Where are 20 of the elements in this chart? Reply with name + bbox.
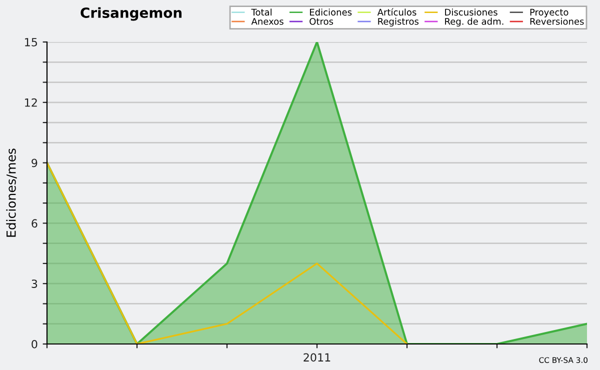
y-axis-title: Ediciones/mes xyxy=(6,148,17,237)
legend-label: Anexos xyxy=(251,18,284,25)
legend-label: Discusiones xyxy=(445,8,498,16)
y-tick-label: 12 xyxy=(25,98,37,107)
legend-label: Registros xyxy=(378,18,419,27)
legend-label: Artículos xyxy=(377,8,416,16)
y-tick-label: 6 xyxy=(32,219,38,228)
legend-label: Proyecto xyxy=(530,8,568,18)
legend-label: Total xyxy=(251,8,272,16)
legend-label: Reversiones xyxy=(530,18,584,25)
y-tick-label: 9 xyxy=(32,158,38,168)
y-tick-label: 0 xyxy=(32,340,38,348)
legend-label: Reg. de adm. xyxy=(445,18,504,27)
legend-label: Otros xyxy=(310,18,334,25)
x-tick-label: 2011 xyxy=(304,353,330,362)
line-series xyxy=(47,162,408,344)
chart-title: Crisangemon xyxy=(80,7,182,21)
y-tick-label: 3 xyxy=(32,280,38,288)
legend-label: Ediciones xyxy=(310,8,352,16)
y-tick-label: 15 xyxy=(25,38,37,46)
